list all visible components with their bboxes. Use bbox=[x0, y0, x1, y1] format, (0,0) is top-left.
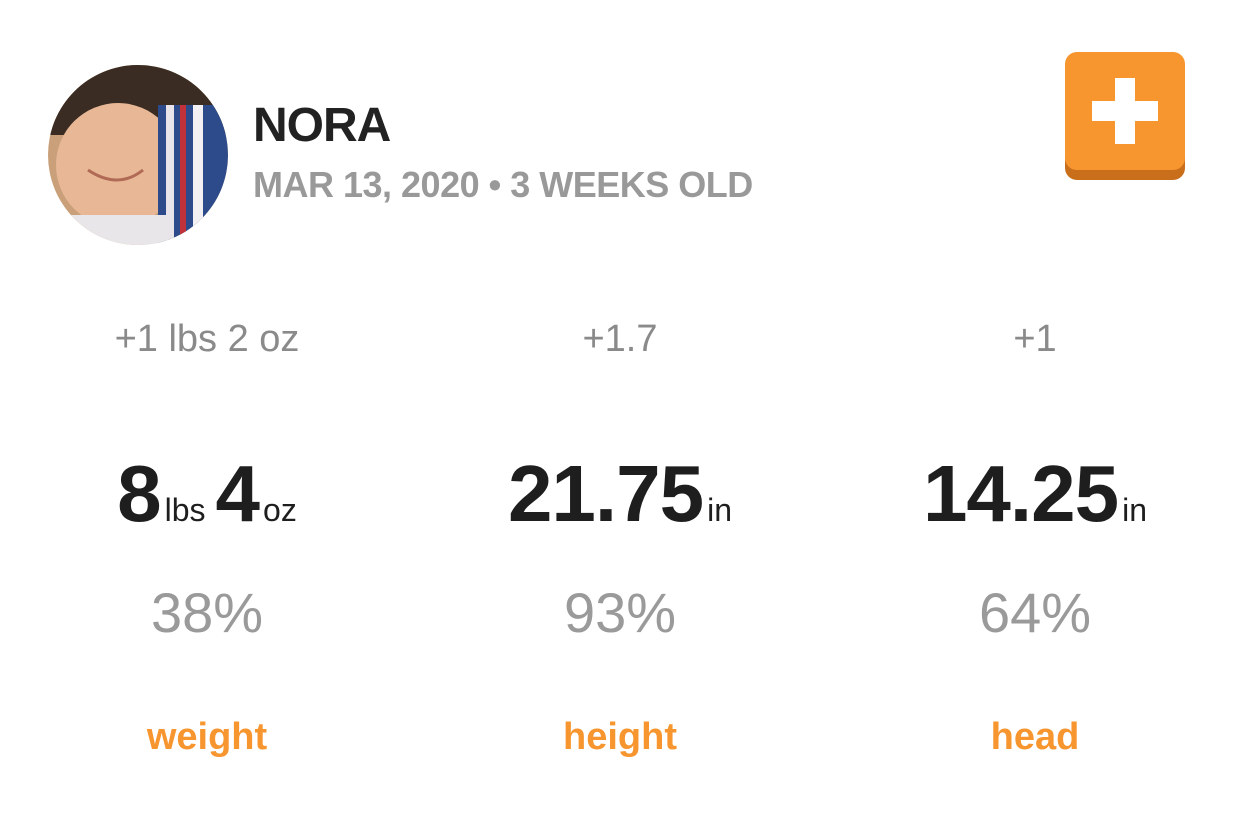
stat-percentile: 64% bbox=[978, 581, 1092, 644]
stat-label: head bbox=[990, 716, 1080, 758]
stat-change: +1 lbs 2 oz bbox=[114, 318, 300, 360]
value-unit: in bbox=[707, 492, 733, 528]
stat-percentile: 38% bbox=[150, 581, 264, 644]
value-unit: oz bbox=[263, 492, 297, 528]
value-number: 14.25 bbox=[922, 449, 1119, 538]
stat-change: +1 bbox=[1013, 318, 1057, 360]
stat-value: 21.75 in bbox=[420, 448, 820, 540]
stat-value: 14.25 in bbox=[835, 448, 1235, 540]
value-number: 8 bbox=[117, 449, 161, 538]
add-icon bbox=[1065, 52, 1185, 180]
stat-value: 8 lbs 4 oz bbox=[7, 448, 407, 540]
value-unit: in bbox=[1122, 492, 1148, 528]
birth-info: MAR 13, 2020 • 3 WEEKS OLD bbox=[253, 164, 753, 205]
baby-name: NORA bbox=[253, 99, 391, 152]
stat-percentile: 93% bbox=[563, 581, 677, 644]
stat-label: height bbox=[563, 716, 677, 758]
value-unit: lbs bbox=[164, 492, 206, 528]
add-button[interactable] bbox=[1065, 52, 1185, 180]
stat-label: weight bbox=[146, 716, 268, 758]
value-number: 4 bbox=[215, 449, 260, 538]
avatar bbox=[48, 65, 228, 245]
stat-change: +1.7 bbox=[582, 318, 658, 360]
value-number: 21.75 bbox=[507, 449, 704, 538]
